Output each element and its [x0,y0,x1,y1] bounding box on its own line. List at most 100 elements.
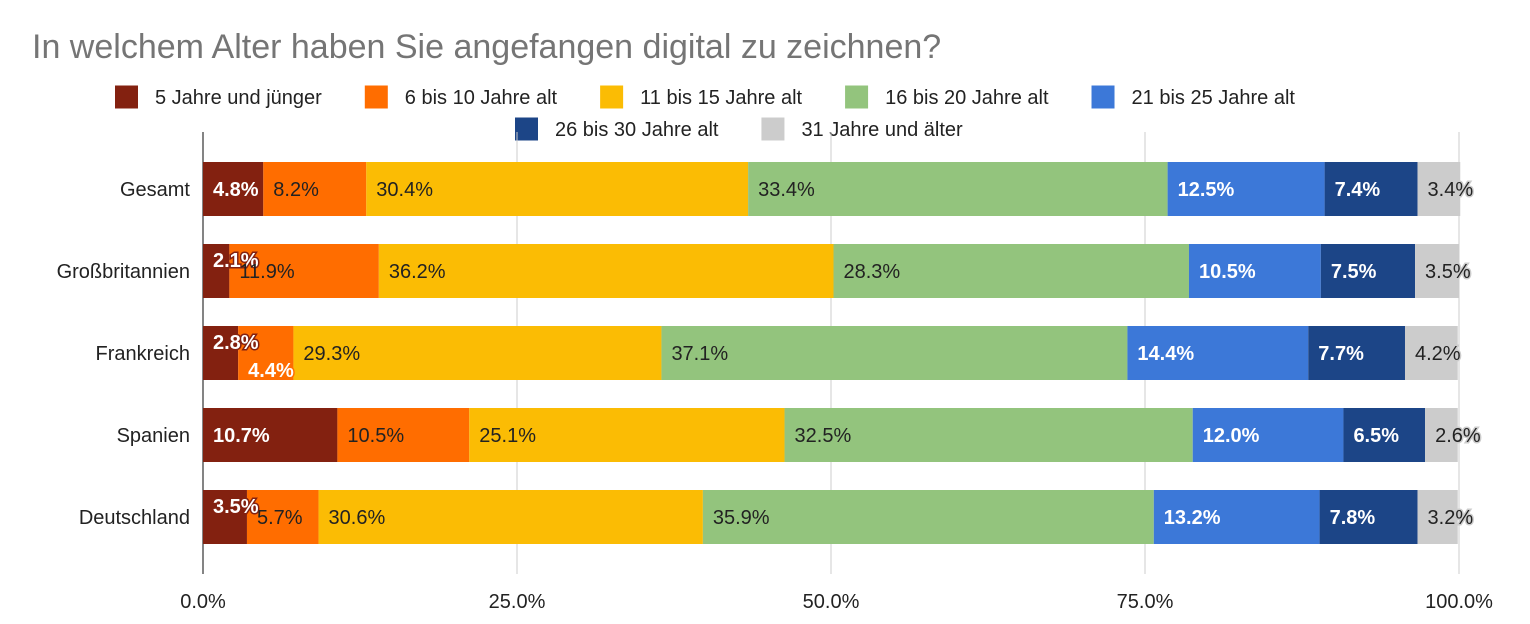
legend-swatch [115,85,138,109]
legend-label: 16 bis 20 Jahre alt [885,87,1049,109]
bar-segment [833,244,1189,298]
bar-segment [1319,490,1418,544]
bar-segment [318,490,703,544]
data-label: 3.5% [213,496,259,518]
bar-segment [366,162,749,216]
bar-segment [378,244,834,298]
data-label: 11.9% [239,261,294,283]
bar-segment [1324,162,1418,216]
bar-segment [661,326,1128,380]
category-label: Spanien [117,425,190,447]
data-label: 7.4% [1335,179,1381,201]
bar-segment [203,326,239,380]
bar-labels: 4.8% 8.2% 30.4% 33.4% 12.5% 7.4% 3.4% 2.1%11.9%… [212,178,1483,531]
legend-item: 6 bis 10 Jahre alt [364,85,558,109]
data-label: 30.4% [376,179,433,201]
data-label: 25.1% [479,425,536,447]
data-label: 10.5% [1199,261,1256,283]
legend: 5 Jahre und jünger 6 bis 10 Jahre alt 11 b… [115,85,1296,141]
bar-segment [784,408,1193,462]
x-tick-label: 75.0% [1117,591,1174,613]
data-label: 4.4% [248,360,294,382]
legend-item: 26 bis 30 Jahre alt [515,117,719,141]
legend-item: 21 bis 25 Jahre alt [1091,85,1296,109]
bar-segment [203,490,247,544]
data-label: 2.1% [213,250,259,272]
x-axis: 0.0% 25.0% 50.0% 75.0% 100.0% [180,591,1493,613]
legend-label: 31 Jahre und älter [801,119,963,141]
category-label: Deutschland [79,507,190,529]
data-label: 10.7% [213,425,270,447]
data-label: 4.2% [1415,343,1461,365]
bar-segment [469,408,785,462]
legend-swatch [1091,85,1115,109]
data-label: 6.5% [1353,425,1399,447]
legend-label: 21 bis 25 Jahre alt [1132,87,1296,109]
data-label: 7.7% [1318,343,1364,365]
bar-segment [337,408,470,462]
data-label: 3.5% [1425,261,1471,283]
data-label: 8.2% [273,179,319,201]
bar-segment [203,162,264,216]
data-label: 35.9% [713,507,770,529]
data-label: 14.4% [1137,343,1194,365]
legend-label: 6 bis 10 Jahre alt [405,87,558,109]
data-label: 7.8% [1330,507,1376,529]
x-tick-label: 100.0% [1425,591,1493,613]
legend-label: 5 Jahre und jünger [155,87,322,109]
category-labels: Gesamt Großbritannien Frankreich Spanien Deu… [57,179,191,529]
legend-swatch [845,85,869,109]
legend-item: 16 bis 20 Jahre alt [845,85,1049,109]
bar-segment [246,490,319,544]
data-label: 32.5% [795,425,852,447]
bar-segment [1153,490,1320,544]
data-label: 3.4% [1428,179,1474,201]
data-label: 10.5% [347,425,404,447]
data-label: 2.6% [1435,425,1481,447]
legend-swatch [364,85,388,109]
data-label: 2.8% [213,332,259,354]
bar-segment [1425,408,1458,462]
bar-segment [702,490,1154,544]
bar-segment [1417,490,1458,544]
legend-label: 11 bis 15 Jahre alt [640,87,802,109]
bar-segment [1308,326,1405,380]
legend-swatch [515,117,538,141]
bar-segment [1188,244,1321,298]
data-label: 36.2% [389,261,446,283]
data-label: 29.3% [303,343,360,365]
bar-segment [203,408,338,462]
data-label: 4.8% [213,179,259,201]
bar-segment [1404,326,1458,380]
legend-item: 5 Jahre und jünger [115,85,322,109]
legend-swatch [600,85,624,109]
x-tick-label: 0.0% [180,591,226,613]
bar-segment [229,244,379,298]
bars [203,162,1461,544]
data-label: 12.0% [1203,425,1260,447]
bar-segment [1415,244,1459,298]
bar-segment [263,162,367,216]
data-label: 12.5% [1178,179,1235,201]
legend-swatch [761,117,785,141]
data-label: 37.1% [671,343,728,365]
bar-segment [1192,408,1344,462]
bar-segment [1127,326,1309,380]
data-label: 30.6% [329,507,386,529]
data-label: 5.7% [257,507,303,529]
x-tick-label: 50.0% [803,591,860,613]
legend-item: 11 bis 15 Jahre alt [600,85,803,109]
category-label: Großbritannien [57,261,190,283]
data-label: 7.5% [1331,261,1377,283]
bar-segment [748,162,1168,216]
bar-segment [1343,408,1426,462]
x-tick-label: 25.0% [489,591,546,613]
chart-title: In welchem Alter haben Sie angefangen di… [32,28,941,66]
bar-segment [1167,162,1325,216]
data-label: 33.4% [758,179,815,201]
bar-segment [203,244,230,298]
bar-segment [293,326,662,380]
legend-label: 26 bis 30 Jahre alt [555,119,719,141]
